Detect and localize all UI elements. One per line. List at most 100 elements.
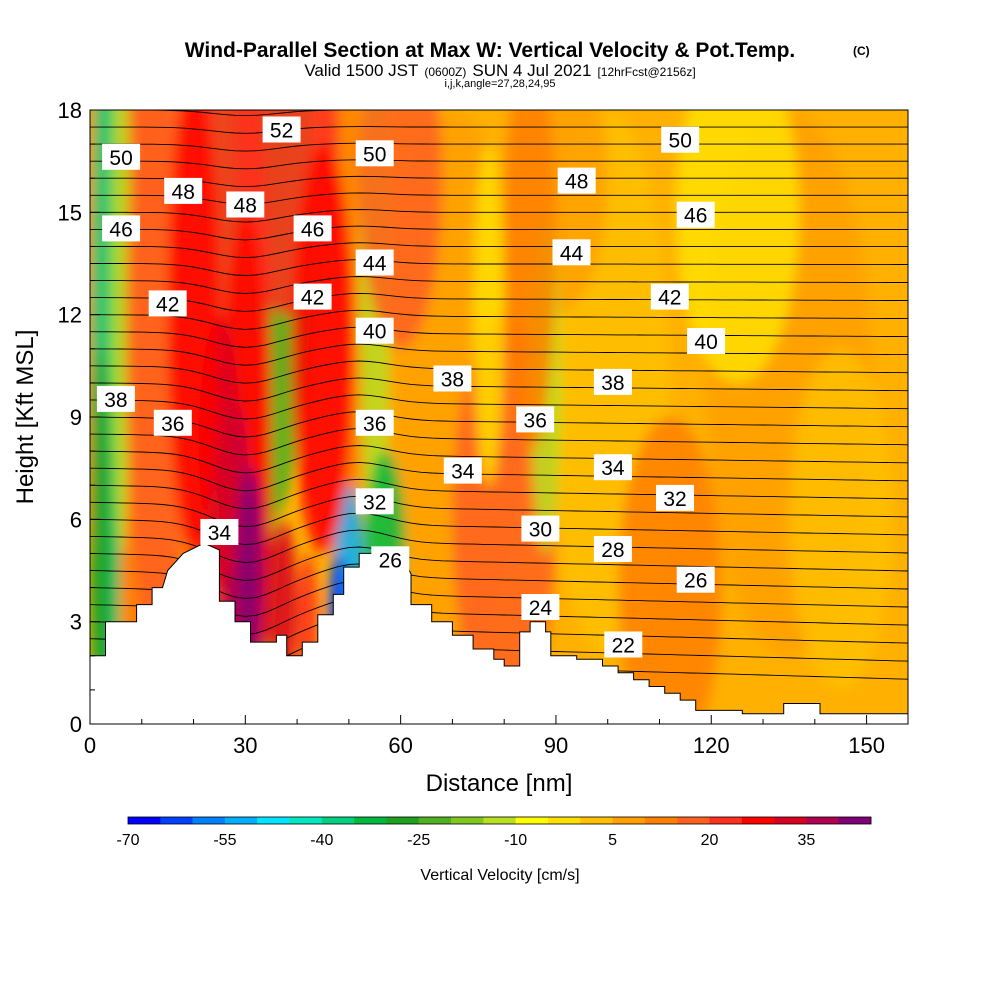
colorbar-swatch: [224, 817, 258, 824]
contour-label-text: 46: [684, 205, 707, 228]
copyright-mark: (C): [853, 44, 870, 58]
velocity-region: [788, 348, 893, 690]
contour-label: 48: [164, 177, 203, 204]
contour-label: 42: [650, 283, 689, 310]
contour-label-text: 26: [684, 570, 707, 593]
contour-label-text: 46: [109, 218, 132, 241]
colorbar-swatch: [451, 817, 484, 824]
theta-isoline: [90, 546, 908, 581]
vertical-velocity-field: [90, 110, 908, 724]
theta-isoline: [90, 225, 908, 241]
colorbar-swatch: [709, 817, 743, 824]
contour-label: 40: [355, 317, 394, 344]
colorbar-tick-label: 20: [701, 832, 719, 849]
theta-isoline: [90, 259, 908, 276]
contour-label-text: 22: [612, 635, 635, 658]
contour-label-text: 50: [363, 143, 386, 166]
colorbar-tick-label: -55: [213, 832, 236, 849]
colorbar-swatch: [741, 817, 775, 824]
contour-label: 24: [521, 594, 560, 620]
valid-time-line: Valid 1500 JST (0600Z) SUN 4 Jul 2021 [12hr…: [304, 61, 695, 80]
contour-label-box: [516, 406, 555, 433]
contour-label-box: [102, 215, 141, 242]
contour-label-box: [521, 594, 560, 620]
y-tick-label: 12: [58, 303, 82, 328]
colorbar-swatch: [386, 817, 420, 824]
contour-label-text: 44: [363, 253, 387, 276]
theta-isoline: [90, 209, 908, 223]
x-tick-label: 120: [693, 733, 730, 758]
contour-label: 38: [96, 385, 135, 412]
contour-label-box: [355, 409, 394, 436]
contour-label: 48: [557, 167, 596, 194]
colorbar-swatch: [612, 817, 646, 824]
contour-label-box: [355, 249, 394, 276]
theta-isoline: [90, 309, 908, 330]
contour-label-text: 34: [601, 457, 625, 480]
contour-label: 28: [593, 536, 632, 562]
contour-label: 46: [102, 215, 141, 242]
colorbar-tick-label: 5: [608, 832, 617, 849]
colorbar-swatch: [289, 817, 323, 824]
contour-label-box: [687, 328, 726, 354]
colorbar-swatch: [774, 817, 807, 824]
contour-label: 50: [102, 143, 141, 170]
contour-label-box: [676, 566, 715, 593]
contour-label-box: [593, 368, 632, 395]
contour-label-text: 38: [441, 369, 464, 392]
contour-label-text: 36: [363, 413, 386, 436]
contour-label-text: 48: [172, 181, 195, 204]
x-tick-label: 90: [544, 733, 568, 758]
contour-label-text: 26: [379, 549, 402, 572]
valid-prefix: Valid 1500 JST: [304, 61, 418, 80]
colorbar-swatch: [838, 817, 872, 824]
contour-label-box: [371, 546, 410, 573]
contour-label-box: [593, 454, 632, 481]
contour-label-box: [226, 191, 265, 218]
theta-isoline: [90, 159, 908, 170]
colorbar-tick-label: -40: [310, 832, 333, 849]
forecast-info: [12hrFcst@2156z]: [597, 65, 695, 79]
contour-label-box: [293, 283, 332, 310]
colorbar-tick-label: -70: [116, 832, 139, 849]
contour-label: 36: [153, 409, 192, 436]
contour-label-box: [656, 484, 694, 511]
contour-label-text: 50: [109, 147, 132, 170]
valid-date: SUN 4 Jul 2021: [472, 61, 591, 80]
contour-label: 32: [656, 484, 694, 511]
contour-label-text: 24: [529, 597, 553, 620]
colorbar-tick-label: 35: [797, 832, 815, 849]
x-tick-label: 60: [388, 733, 412, 758]
colorbar-swatch: [354, 817, 387, 824]
contour-label-text: 36: [524, 409, 547, 432]
velocity-region: [359, 110, 443, 349]
contour-label-text: 40: [694, 331, 717, 354]
theta-isoline: [90, 326, 908, 348]
theta-isoline: [90, 142, 908, 152]
theta-isoline: [90, 175, 908, 188]
contour-label-box: [604, 631, 643, 658]
theta-isoline: [90, 529, 908, 564]
valid-utc: (0600Z): [424, 65, 466, 79]
contour-label: 38: [593, 368, 632, 395]
theta-isoline: [90, 445, 908, 474]
contour-label: 50: [355, 140, 394, 167]
contour-label: 46: [676, 201, 715, 228]
contour-label-text: 34: [208, 522, 232, 545]
colorbar-swatch: [128, 817, 161, 824]
contour-label-box: [355, 317, 394, 344]
contour-label-text: 48: [234, 195, 257, 218]
contour-label: 40: [687, 328, 726, 354]
velocity-region: [618, 417, 722, 724]
theta-isoline: [90, 110, 908, 117]
contour-label: 26: [371, 546, 410, 573]
contour-label: 26: [676, 566, 715, 593]
theta-isoline: [90, 377, 908, 402]
contour-label-text: 42: [156, 293, 179, 316]
contour-label-box: [593, 536, 632, 562]
colorbar-swatch: [418, 817, 452, 824]
colorbar-swatch: [547, 817, 581, 824]
colorbar-tick-label: -10: [504, 832, 527, 849]
x-tick-label: 150: [848, 733, 885, 758]
